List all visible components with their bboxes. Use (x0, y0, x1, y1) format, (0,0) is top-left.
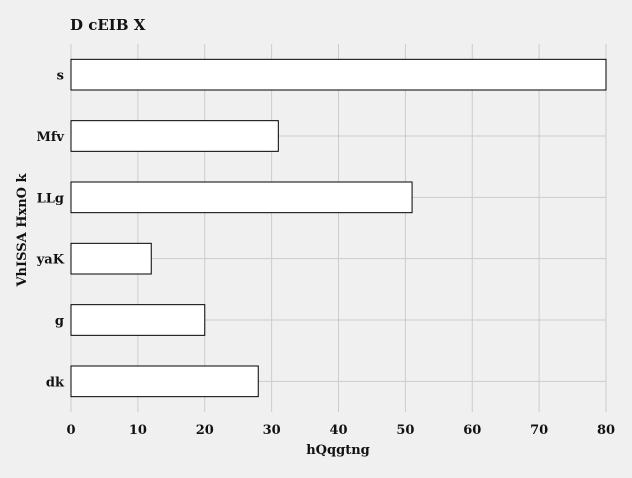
category-label: s (57, 69, 64, 84)
bar (70, 181, 413, 214)
bar (70, 120, 279, 152)
category-label: Mfv (36, 130, 64, 145)
x-tick-label: 0 (66, 423, 75, 438)
bar (70, 365, 259, 398)
x-tick-labels: 0 10 20 30 40 50 60 70 80 (66, 423, 615, 438)
bar (70, 58, 607, 91)
x-tick-label: 20 (196, 423, 214, 438)
x-tick-label: 50 (396, 423, 414, 438)
category-label: g (55, 314, 64, 329)
x-tick-label: 80 (597, 423, 615, 438)
category-label: dk (46, 375, 65, 390)
x-tick-label: 70 (530, 423, 548, 438)
category-labels: s Mfv LLg yaK g dk (36, 69, 65, 391)
x-tick-label: 10 (129, 423, 147, 438)
x-tick-label: 60 (463, 423, 481, 438)
y-axis-label: VhISSA HxnO k (15, 172, 30, 287)
x-tick-label: 40 (329, 423, 347, 438)
x-axis-label: hQqgtng (306, 443, 370, 458)
x-tick-label: 30 (263, 423, 281, 438)
category-label: yaK (36, 253, 65, 268)
bars (70, 58, 607, 398)
bar (70, 242, 152, 275)
grid (70, 44, 607, 412)
chart-title: D cEIB X (70, 16, 146, 34)
category-label: LLg (37, 191, 64, 206)
bar (70, 304, 206, 336)
